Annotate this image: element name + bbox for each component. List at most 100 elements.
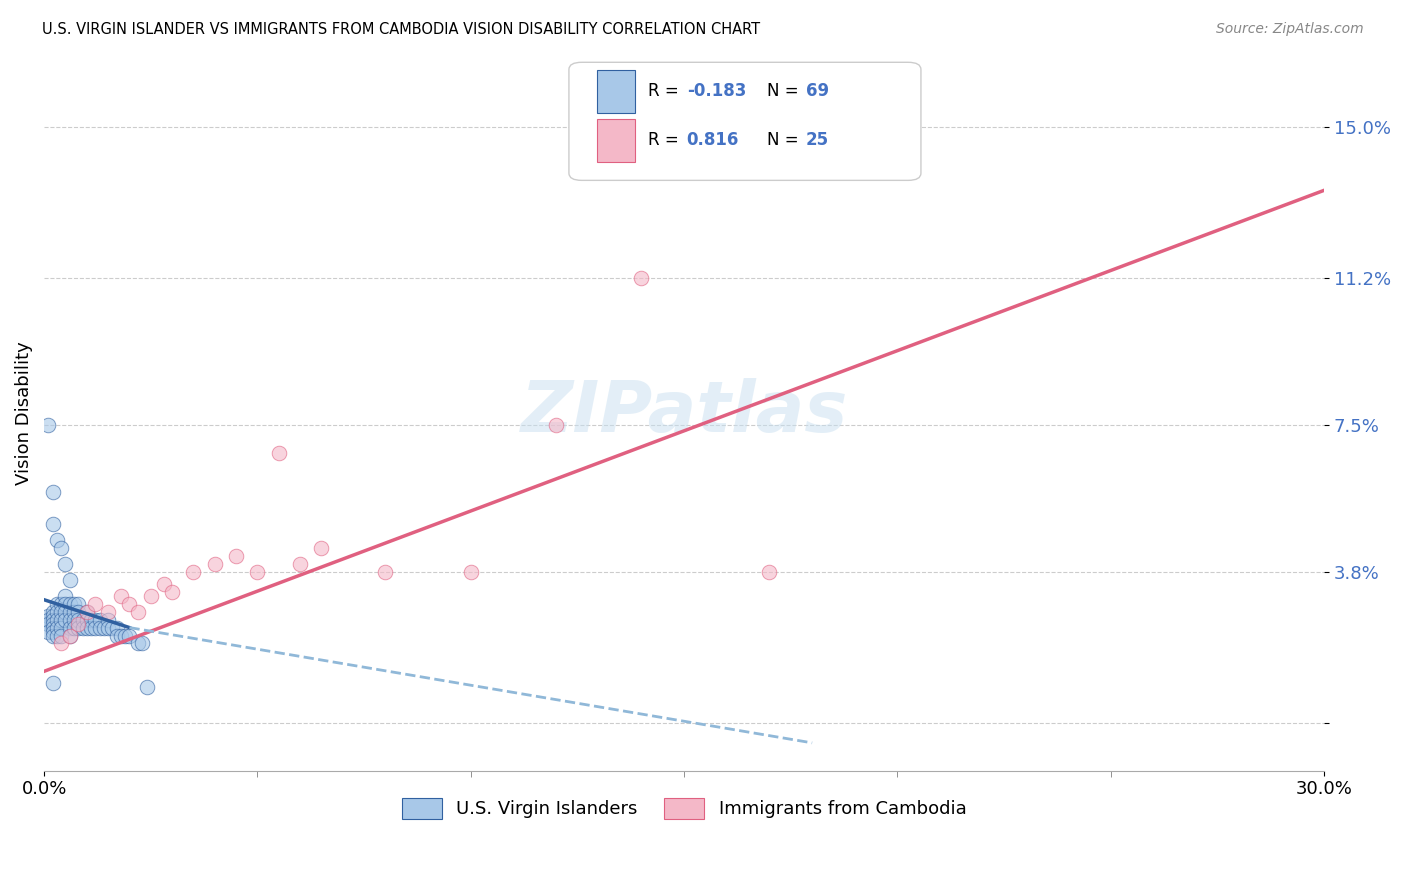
Point (51, 597, 73, 611)
Point (41, 616, 63, 631)
Point (118, 597, 141, 611)
Point (139, 589, 162, 603)
Point (63, 597, 86, 611)
Point (51, 621, 73, 635)
FancyBboxPatch shape (569, 62, 921, 180)
Text: U.S. VIRGIN ISLANDER VS IMMIGRANTS FROM CAMBODIA VISION DISABILITY CORRELATION C: U.S. VIRGIN ISLANDER VS IMMIGRANTS FROM … (42, 22, 761, 37)
Point (45, 621, 67, 635)
Point (55, 597, 77, 611)
Point (51, 628, 73, 642)
Point (80, 621, 103, 635)
Point (311, 541, 333, 555)
Point (225, 549, 247, 563)
FancyBboxPatch shape (598, 70, 636, 113)
Point (37, 417, 59, 432)
Point (41, 624, 63, 639)
Point (41, 613, 63, 627)
Text: 69: 69 (806, 82, 830, 101)
Point (89, 613, 111, 627)
Point (45, 533, 67, 548)
Legend: U.S. Virgin Islanders, Immigrants from Cambodia: U.S. Virgin Islanders, Immigrants from C… (395, 791, 973, 826)
Point (72, 621, 94, 635)
Point (51, 541, 73, 555)
Point (267, 445, 290, 459)
Point (101, 621, 124, 635)
Point (105, 621, 128, 635)
Point (97, 621, 120, 635)
Point (246, 565, 269, 579)
Point (63, 605, 86, 619)
Point (127, 605, 149, 619)
Point (41, 485, 63, 500)
Point (59, 573, 82, 587)
Point (41, 517, 63, 532)
Point (55, 589, 77, 603)
Text: N =: N = (768, 131, 804, 149)
Y-axis label: Vision Disability: Vision Disability (15, 341, 32, 484)
Point (37, 613, 59, 627)
Point (41, 676, 63, 690)
Point (72, 613, 94, 627)
Point (76, 605, 98, 619)
Point (63, 621, 86, 635)
Point (37, 616, 59, 631)
Point (460, 565, 482, 579)
Point (288, 557, 311, 571)
Point (41, 608, 63, 623)
Point (93, 621, 115, 635)
Point (41, 621, 63, 635)
Text: N =: N = (768, 82, 804, 101)
Point (84, 621, 107, 635)
Point (67, 621, 90, 635)
Point (55, 613, 77, 627)
Point (135, 680, 157, 694)
Text: 25: 25 (806, 131, 830, 149)
Point (51, 636, 73, 650)
Point (59, 605, 82, 619)
Point (110, 628, 132, 642)
Point (84, 597, 107, 611)
Point (76, 621, 98, 635)
Point (105, 628, 128, 642)
Text: Source: ZipAtlas.com: Source: ZipAtlas.com (1216, 22, 1364, 37)
Point (59, 628, 82, 642)
Point (45, 613, 67, 627)
FancyBboxPatch shape (598, 119, 636, 161)
Point (374, 565, 396, 579)
Text: R =: R = (648, 82, 685, 101)
Point (51, 613, 73, 627)
Point (76, 605, 98, 619)
Point (110, 589, 132, 603)
Point (183, 565, 205, 579)
Point (59, 613, 82, 627)
Point (114, 628, 136, 642)
Point (37, 624, 59, 639)
Point (80, 613, 103, 627)
Point (45, 605, 67, 619)
Point (89, 621, 111, 635)
Point (55, 605, 77, 619)
Point (630, 270, 652, 285)
Point (41, 628, 63, 642)
Point (76, 613, 98, 627)
Text: -0.183: -0.183 (686, 82, 747, 101)
Point (546, 417, 568, 432)
Point (51, 605, 73, 619)
Point (59, 597, 82, 611)
Point (160, 584, 183, 599)
Point (844, 139, 866, 153)
Point (97, 605, 120, 619)
Text: ZIPatlas: ZIPatlas (520, 378, 848, 448)
Text: 0.816: 0.816 (686, 131, 740, 149)
Point (758, 565, 780, 579)
Point (37, 608, 59, 623)
Point (55, 557, 77, 571)
Point (131, 636, 153, 650)
Point (67, 613, 90, 627)
Point (204, 557, 226, 571)
Point (67, 605, 90, 619)
Point (97, 613, 120, 627)
Point (45, 628, 67, 642)
Point (67, 616, 90, 631)
Point (45, 597, 67, 611)
